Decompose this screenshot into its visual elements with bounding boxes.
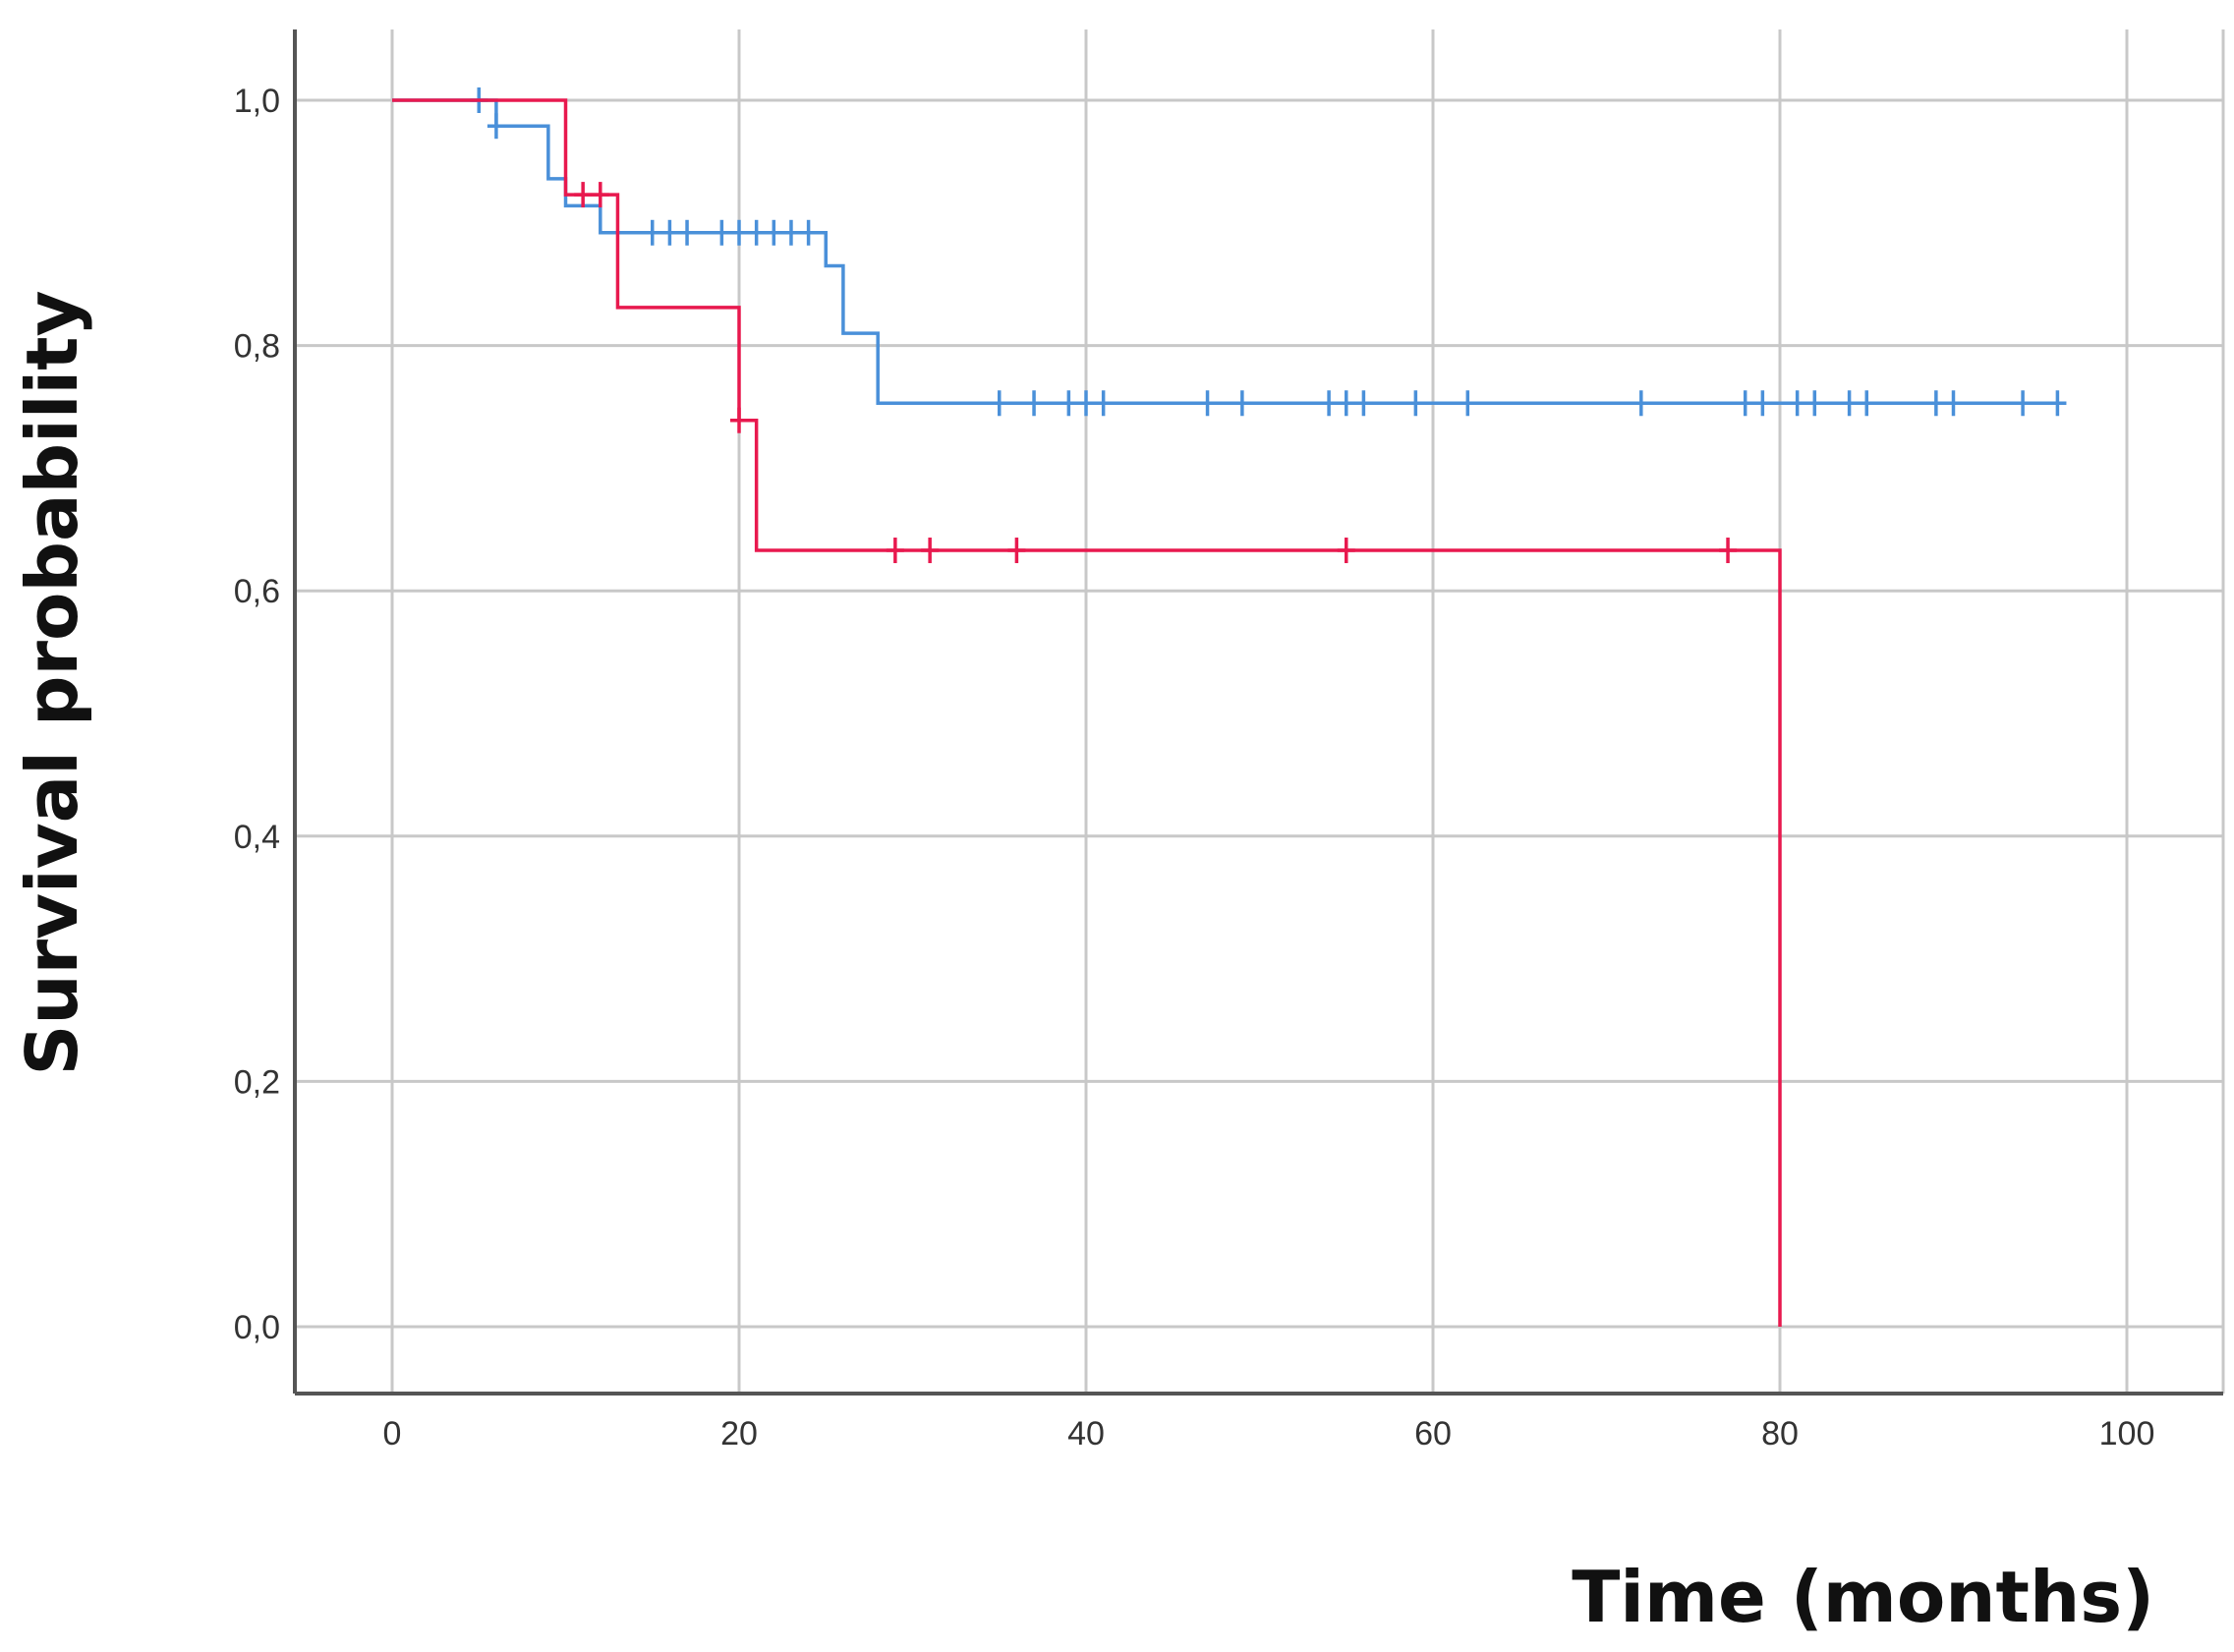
grid-layer <box>295 29 2225 1394</box>
survival-curve-1 <box>392 98 2067 406</box>
x-tick-label: 40 <box>1067 1415 1105 1453</box>
y-tick-label: 0,0 <box>234 1309 280 1346</box>
x-tick-label: 100 <box>2099 1415 2155 1453</box>
series-2 <box>392 98 1782 1327</box>
series-layer <box>392 87 2067 1327</box>
series-1 <box>392 87 2067 417</box>
y-axis-title: Survival probability <box>11 290 93 1075</box>
x-tick-label: 20 <box>720 1415 758 1453</box>
y-tick-label: 1,0 <box>234 83 280 120</box>
y-tick-label: 0,2 <box>234 1063 280 1101</box>
x-tick-label: 0 <box>383 1415 402 1453</box>
y-tick-label: 0,8 <box>234 328 280 366</box>
x-tick-label: 60 <box>1414 1415 1452 1453</box>
y-tick-label: 0,4 <box>234 819 280 856</box>
axis-layer: 0 20 40 60 80 100 0,0 0,2 0,4 0,6 0,8 1,0 <box>234 29 2223 1453</box>
survival-curve-2 <box>392 98 1782 1327</box>
label-layer: Time (months) Survival probability <box>11 290 2154 1638</box>
x-axis-title: Time (months) <box>1572 1556 2154 1638</box>
x-tick-label: 80 <box>1761 1415 1799 1453</box>
y-tick-label: 0,6 <box>234 573 280 610</box>
